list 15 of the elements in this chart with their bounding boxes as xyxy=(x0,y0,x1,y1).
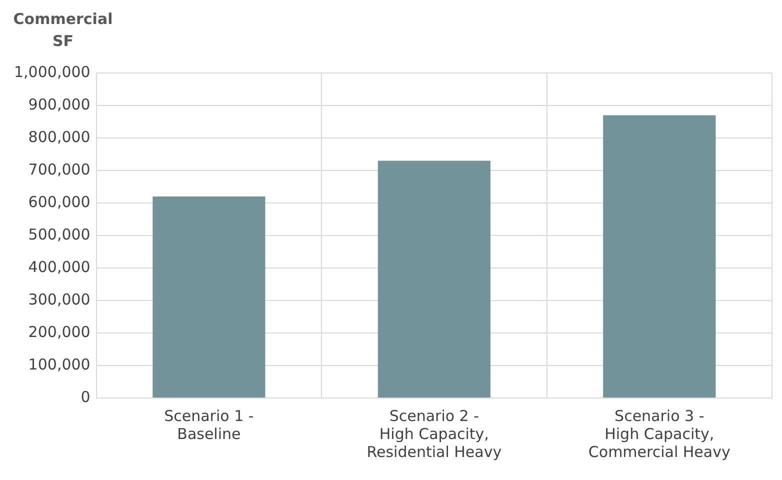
y-tick-label: 900,000 xyxy=(28,95,90,114)
x-tick-label: Scenario 3 - High Capacity, Commercial Heavy xyxy=(588,406,730,461)
y-tick-label: 300,000 xyxy=(28,290,90,308)
x-tick-label: Scenario 1 - Baseline xyxy=(164,406,254,443)
y-tick-label: 700,000 xyxy=(28,160,90,178)
y-tick-label: 0 xyxy=(80,388,90,406)
y-tick-label: 800,000 xyxy=(28,128,90,146)
y-axis-title: Commercial SF xyxy=(12,9,114,52)
y-tick-label: 500,000 xyxy=(28,225,90,244)
y-tick-label: 1,000,000 xyxy=(14,62,90,81)
y-tick-label: 600,000 xyxy=(28,192,90,211)
y-tick-label: 100,000 xyxy=(28,355,90,374)
y-tick-label: 200,000 xyxy=(28,322,90,341)
x-tick-label: Scenario 2 - High Capacity, Residential Heavy xyxy=(366,406,502,461)
y-tick-label: 400,000 xyxy=(28,258,90,276)
